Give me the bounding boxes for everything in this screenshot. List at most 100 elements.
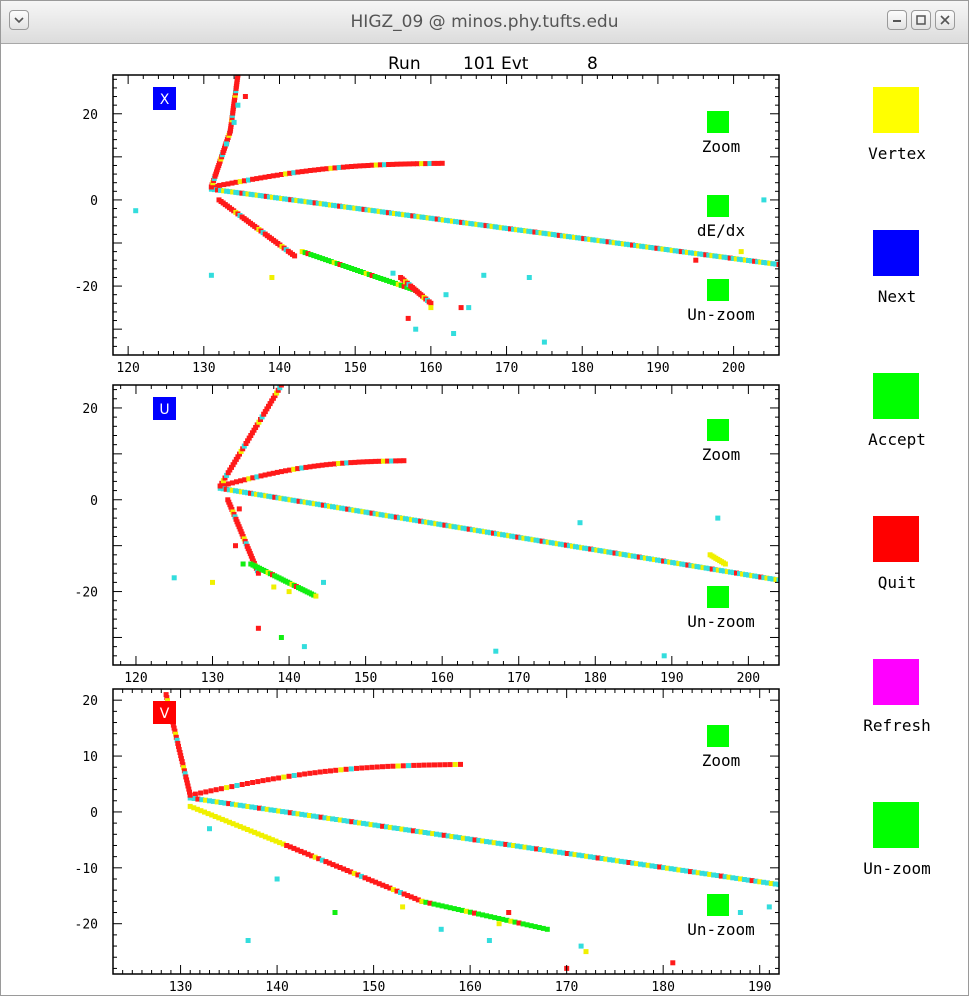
hit-point	[305, 851, 311, 857]
hit-point	[208, 788, 214, 794]
chevron-down-icon	[14, 17, 24, 24]
hit-point	[588, 546, 594, 552]
hit-point	[195, 796, 201, 802]
hit-point	[352, 459, 358, 465]
hit-point	[266, 493, 272, 499]
hit-point	[299, 811, 305, 817]
plot-panel-x[interactable]: 120 130 140 150 160 170 180 190 200200-20XZoomdE…	[75, 73, 782, 377]
zoom-button[interactable]: Zoom	[702, 725, 741, 770]
hit-point	[542, 539, 548, 545]
hit-point	[441, 832, 447, 838]
minimize-button[interactable]	[887, 10, 907, 30]
hit-point	[363, 271, 369, 276]
hit-point	[442, 762, 448, 768]
hit-point	[512, 534, 518, 540]
hit-point	[278, 635, 284, 640]
red-square-icon	[873, 516, 919, 562]
hit-point	[585, 546, 591, 552]
maximize-button[interactable]	[911, 10, 931, 30]
hit-point	[233, 543, 238, 549]
hit-point	[273, 838, 279, 844]
hit-point	[219, 480, 225, 486]
un-zoom-button[interactable]: Un-zoom	[687, 586, 755, 631]
de-dx-button[interactable]: dE/dx	[697, 195, 746, 240]
hit-point	[281, 774, 287, 780]
hit-point	[766, 904, 772, 910]
un-zoom-button[interactable]: Un-zoom	[687, 894, 755, 939]
hit-point	[752, 258, 758, 264]
hit-point	[591, 547, 597, 553]
hit-point	[369, 162, 375, 168]
x-tick-label: 120	[116, 361, 139, 376]
hit-point	[395, 281, 401, 287]
hit-point	[242, 489, 247, 495]
hit-point	[630, 553, 636, 559]
green-square-icon	[707, 419, 729, 441]
hit-point	[583, 949, 589, 955]
hit-point	[184, 780, 190, 786]
plot-panel-v[interactable]: 130 140 150 160 170 180 190 20 10 0 -10 -20 V Zoom Un-…	[75, 688, 782, 995]
hit-point	[259, 832, 265, 838]
title-bar[interactable]: HIGZ_09 @ minos.phy.tufts.edu	[1, 1, 968, 44]
hit-point	[724, 569, 730, 575]
hit-point	[397, 458, 403, 464]
hit-point	[672, 248, 678, 254]
side-next-button[interactable]: Next	[873, 230, 919, 306]
hit-point	[374, 764, 380, 770]
hit-point	[387, 513, 393, 519]
hit-point	[761, 197, 767, 203]
hit-point	[392, 211, 397, 216]
window-menu-button[interactable]	[9, 10, 29, 30]
hit-point	[526, 228, 532, 234]
hit-point	[442, 522, 448, 528]
hit-point	[703, 871, 709, 877]
hit-point	[535, 230, 541, 235]
hit-point	[530, 845, 536, 851]
zoom-button[interactable]: Zoom	[702, 419, 741, 464]
hit-point	[217, 483, 223, 489]
hit-point	[738, 876, 743, 882]
hit-point	[303, 812, 309, 818]
hit-point	[369, 764, 375, 770]
hit-point	[314, 501, 320, 507]
hit-point	[307, 464, 313, 470]
hit-point	[472, 527, 478, 533]
hit-point	[526, 845, 532, 851]
hit-point	[220, 486, 226, 492]
hit-point	[399, 826, 405, 832]
hit-point	[764, 575, 770, 581]
hit-point	[491, 840, 497, 846]
hit-point	[234, 783, 240, 788]
hit-point	[203, 789, 209, 795]
side-vertex-button[interactable]: Vertex	[868, 87, 926, 163]
view-label-v: V	[153, 701, 176, 724]
x-tick-label: 190	[748, 980, 771, 995]
un-zoom-button[interactable]: Un-zoom	[687, 279, 755, 324]
hit-point	[506, 910, 512, 915]
side-refresh-button[interactable]: Refresh	[863, 659, 931, 735]
hit-point	[319, 857, 325, 863]
plot-panel-u[interactable]: 120 130 140 150 160 170 180 190 200200-20UZoomUn…	[75, 383, 782, 687]
y-tick-label: 0	[90, 494, 98, 509]
hit-point	[694, 564, 700, 570]
hit-point	[291, 810, 297, 816]
zoom-button[interactable]: Zoom	[702, 111, 741, 156]
hit-point	[458, 761, 463, 767]
hit-point	[391, 825, 397, 831]
hit-point	[446, 218, 452, 224]
hit-point	[514, 227, 520, 233]
hit-point	[253, 425, 259, 430]
hit-point	[536, 925, 542, 930]
side-quit-button[interactable]: Quit	[873, 516, 919, 592]
hit-point	[504, 917, 510, 923]
hit-point	[514, 843, 520, 849]
hit-point	[406, 763, 411, 769]
side-accept-button[interactable]: Accept	[868, 373, 926, 449]
hit-point	[398, 211, 404, 217]
hit-point	[517, 227, 523, 233]
hit-point	[220, 478, 226, 484]
side-un-zoom-button[interactable]: Un-zoom	[863, 802, 931, 878]
hit-point	[529, 229, 535, 235]
close-button[interactable]	[935, 10, 955, 30]
green-square-icon	[707, 195, 729, 217]
